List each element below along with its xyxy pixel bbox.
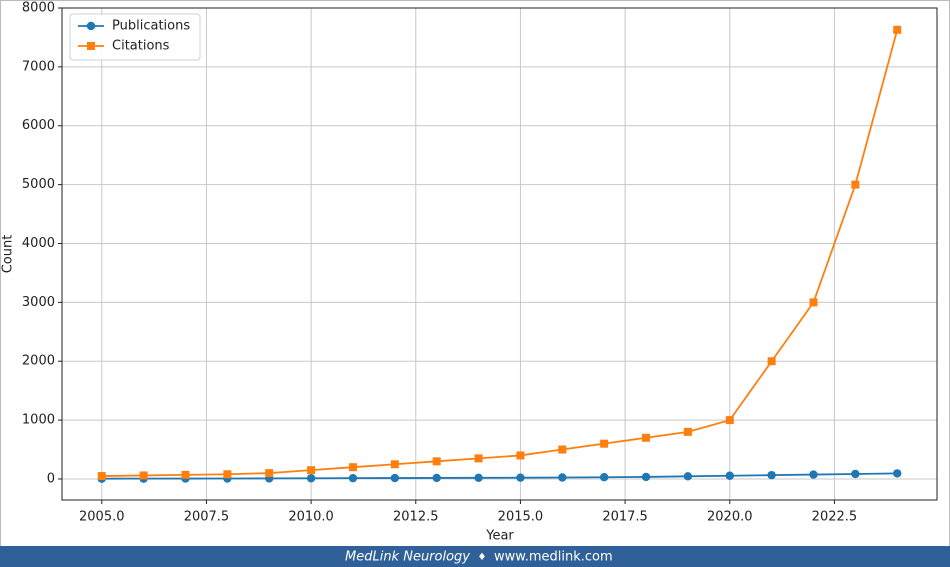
- marker: [86, 21, 96, 31]
- x-tick-label: 2012.5: [393, 510, 439, 525]
- marker: [851, 469, 860, 479]
- marker: [893, 469, 902, 478]
- marker: [683, 427, 692, 436]
- marker: [600, 439, 609, 448]
- marker: [683, 472, 693, 481]
- marker: [97, 472, 106, 481]
- marker: [809, 470, 818, 479]
- series-line: [101, 29, 899, 477]
- y-tick-label: 2000: [22, 354, 55, 369]
- footer: MedLink Neurology ♦ www.medlink.com: [0, 546, 950, 567]
- legend-label: Citations: [112, 39, 170, 54]
- marker: [767, 357, 776, 366]
- marker: [893, 25, 902, 34]
- marker: [516, 451, 525, 460]
- y-tick-label: 1000: [22, 413, 55, 428]
- x-tick-label: 2005.0: [79, 510, 125, 525]
- marker: [641, 472, 651, 482]
- x-tick-label: 2015.0: [498, 510, 544, 525]
- marker: [725, 471, 734, 480]
- marker: [306, 474, 316, 483]
- x-tick-label: 2010.0: [288, 510, 334, 525]
- footer-separator: ♦: [478, 552, 487, 563]
- y-tick-label: 8000: [22, 1, 55, 16]
- marker: [851, 180, 860, 189]
- marker: [390, 460, 399, 469]
- y-tick-label: 5000: [22, 177, 55, 192]
- legend-label: Publications: [112, 19, 190, 34]
- marker: [307, 466, 316, 475]
- marker: [139, 471, 148, 480]
- marker: [181, 470, 190, 479]
- y-tick-label: 4000: [22, 236, 55, 251]
- plot: 2005.0 2007.5 2010.0 2012.5 2015.0 2017.5 2020…: [22, 1, 938, 525]
- marker: [558, 473, 567, 482]
- y-tick-label: 6000: [22, 118, 55, 133]
- x-axis-label: Year: [485, 529, 514, 544]
- marker: [223, 470, 232, 479]
- x-tick-label: 2007.5: [184, 510, 230, 525]
- marker: [87, 42, 95, 50]
- y-tick-label: 0: [47, 471, 55, 486]
- marker: [474, 473, 483, 483]
- x-tick-label: 2017.5: [602, 510, 648, 525]
- x-tick-label: 2020.0: [707, 510, 753, 525]
- plot-border: [61, 7, 938, 501]
- marker: [599, 473, 609, 482]
- y-tick-label: 3000: [22, 295, 55, 310]
- marker: [348, 473, 358, 483]
- marker: [265, 469, 274, 478]
- marker: [348, 463, 357, 472]
- marker: [432, 457, 441, 466]
- y-axis-label: Count: [1, 235, 16, 274]
- marker: [474, 454, 483, 463]
- marker: [516, 473, 525, 482]
- series-line: [101, 472, 898, 480]
- footer-bar: [0, 546, 950, 567]
- marker: [558, 445, 567, 454]
- x-tick-label: 2022.5: [812, 510, 858, 525]
- marker: [809, 298, 818, 307]
- marker: [390, 473, 400, 483]
- marker: [642, 433, 651, 442]
- marker: [725, 416, 734, 425]
- footer-url: www.medlink.com: [494, 550, 613, 565]
- footer-brand: MedLink Neurology: [345, 550, 470, 565]
- marker: [767, 470, 776, 480]
- y-tick-label: 7000: [22, 59, 55, 74]
- marker: [432, 473, 441, 483]
